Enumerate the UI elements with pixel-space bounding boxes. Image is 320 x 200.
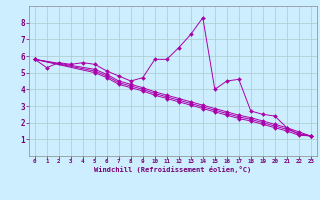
X-axis label: Windchill (Refroidissement éolien,°C): Windchill (Refroidissement éolien,°C) — [94, 166, 252, 173]
